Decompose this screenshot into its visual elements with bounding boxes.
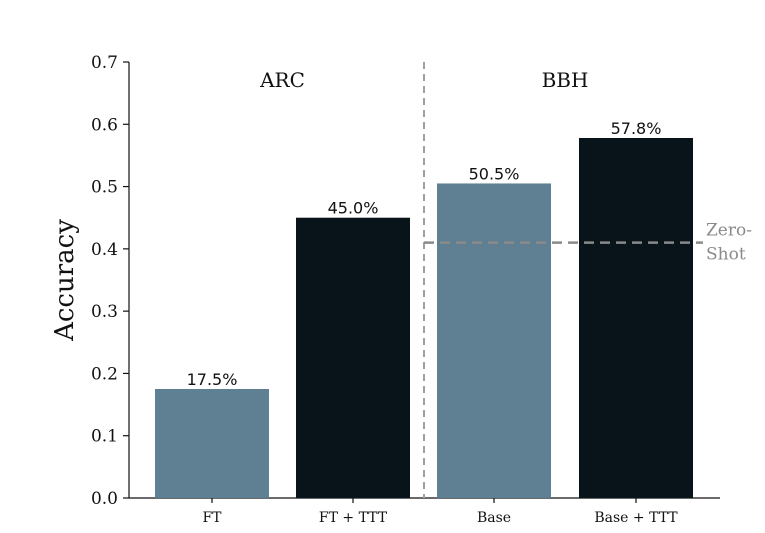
y-tick-label: 0.4 bbox=[91, 240, 118, 260]
bar-value-label: 50.5% bbox=[469, 164, 520, 183]
bars bbox=[155, 137, 693, 498]
bar-base bbox=[437, 183, 551, 498]
y-tick-label: 0.5 bbox=[91, 178, 118, 198]
bar-value-label: 45.0% bbox=[328, 199, 379, 218]
x-tick-label: FT + TTT bbox=[319, 510, 388, 526]
zero-shot-label-line1: Zero- bbox=[706, 221, 752, 241]
group-label-bbh: BBH bbox=[542, 68, 589, 92]
x-tick-label: FT bbox=[202, 510, 222, 526]
bar-ft bbox=[155, 389, 269, 498]
y-tick-label: 0.1 bbox=[91, 427, 118, 447]
bar-value-label: 17.5% bbox=[187, 370, 238, 389]
y-tick-label: 0.0 bbox=[91, 489, 118, 509]
zero-shot-label-line2: Shot bbox=[706, 245, 746, 265]
category-labels: FT FT + TTT Base Base + TTT bbox=[202, 498, 678, 526]
y-ticks: 0.0 0.1 0.2 0.3 0.4 0.5 0.6 0.7 bbox=[91, 53, 129, 509]
x-tick-label: Base + TTT bbox=[594, 510, 678, 526]
bar-base-ttt bbox=[579, 137, 693, 498]
bar-ft-ttt bbox=[296, 217, 410, 498]
y-tick-label: 0.7 bbox=[91, 53, 118, 73]
y-tick-label: 0.2 bbox=[91, 364, 118, 384]
y-axis-title: Accuracy bbox=[50, 219, 80, 342]
x-tick-label: Base bbox=[477, 510, 511, 526]
y-tick-label: 0.6 bbox=[91, 115, 118, 135]
bar-value-label: 57.8% bbox=[611, 119, 662, 138]
bar-value-labels: 17.5% 45.0% 50.5% 57.8% bbox=[187, 119, 662, 389]
group-label-arc: ARC bbox=[259, 68, 305, 92]
y-tick-label: 0.3 bbox=[91, 302, 118, 322]
